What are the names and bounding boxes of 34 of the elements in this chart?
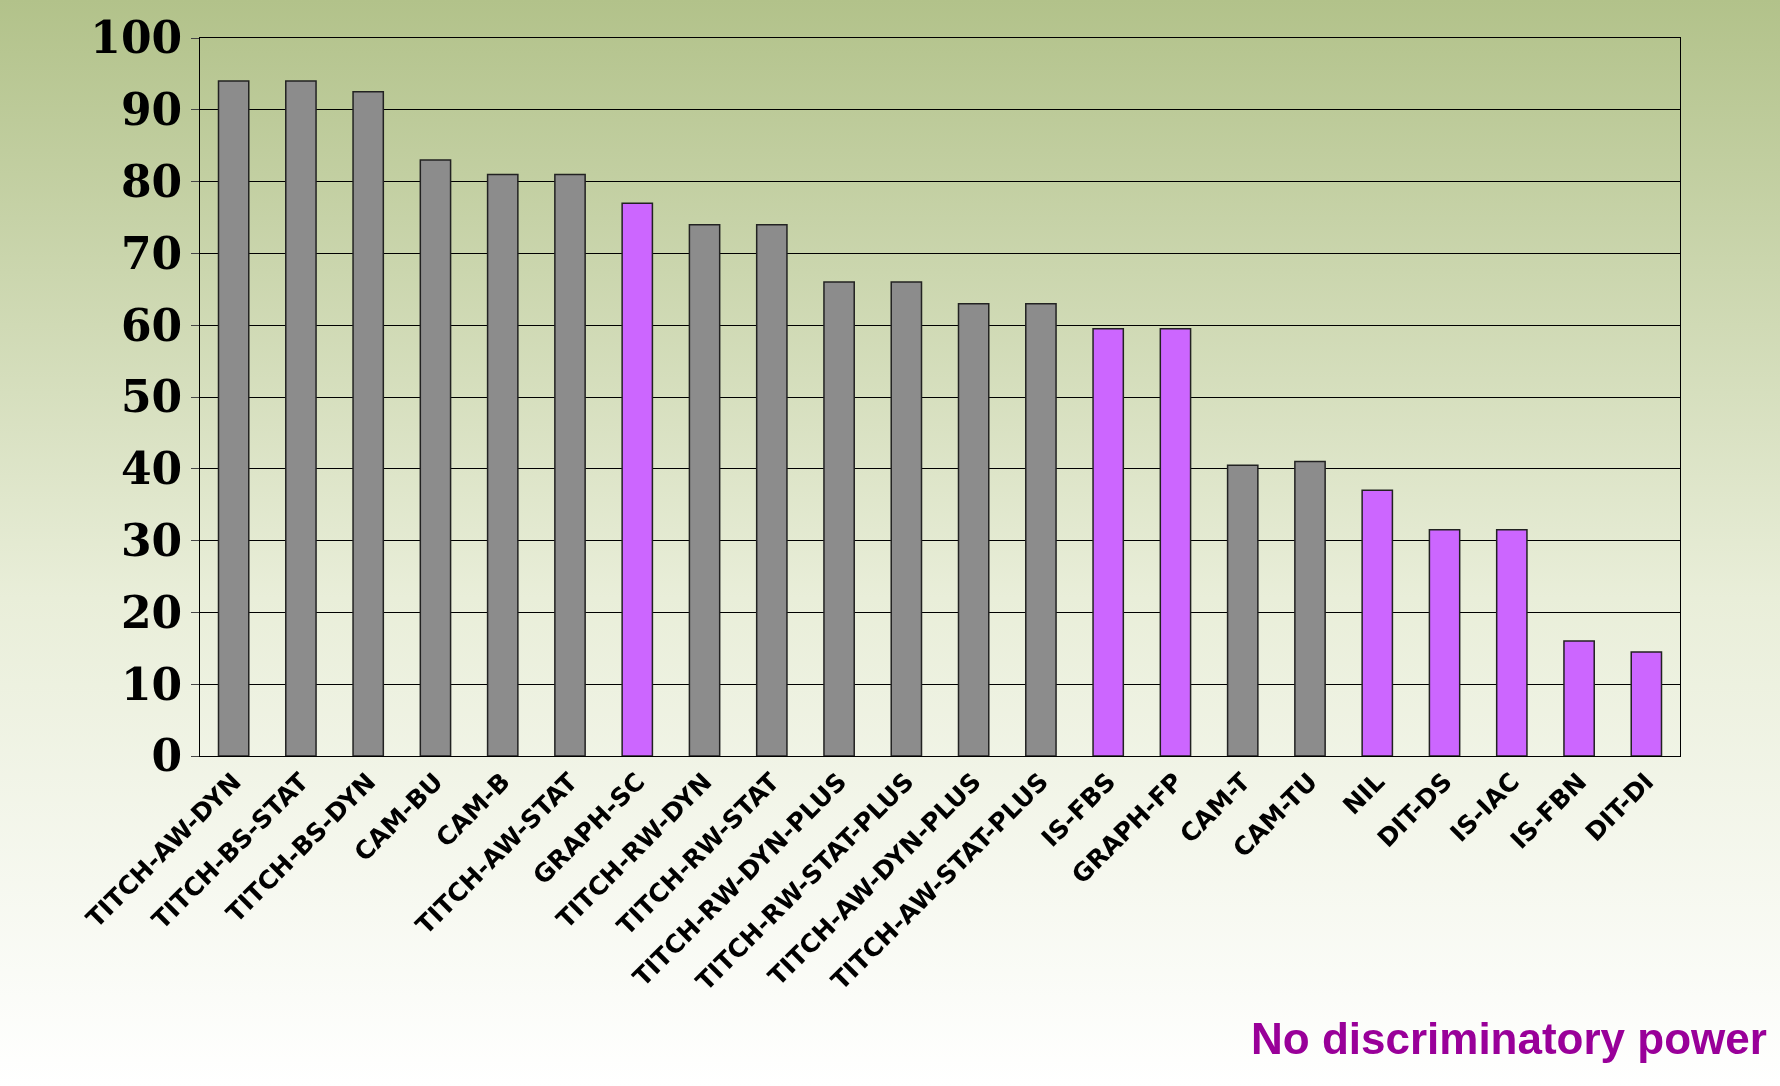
y-tick-label: 0 <box>151 730 183 782</box>
y-tick-label: 30 <box>120 515 183 566</box>
bar <box>957 302 990 756</box>
bar <box>1630 651 1663 756</box>
y-tick-label: 90 <box>120 84 183 136</box>
bar <box>1428 529 1461 756</box>
bar <box>688 223 721 756</box>
y-tick-label: 50 <box>120 371 183 423</box>
bar <box>285 80 317 756</box>
y-tick-label: 70 <box>120 227 183 279</box>
bar <box>1495 529 1528 756</box>
bar <box>1159 328 1192 756</box>
bar <box>1092 328 1125 756</box>
y-tick-label: 10 <box>120 658 183 710</box>
y-tick-label: 20 <box>120 586 183 638</box>
bar <box>419 159 452 756</box>
y-tick-label: 60 <box>120 299 183 351</box>
y-tick-label: 80 <box>120 156 183 207</box>
bar <box>823 281 855 756</box>
bar <box>1226 464 1259 756</box>
y-tick-label: 100 <box>90 12 183 64</box>
bar <box>1294 460 1326 756</box>
bar <box>621 202 654 756</box>
text: No discriminatory power <box>1251 1014 1767 1063</box>
bar <box>1361 489 1394 756</box>
bar <box>890 281 923 756</box>
bar <box>352 91 385 756</box>
bar <box>755 223 788 756</box>
y-tick-label: 40 <box>120 443 183 495</box>
bar <box>554 173 586 756</box>
bar <box>486 173 519 756</box>
bar <box>1563 640 1595 756</box>
bar <box>1025 302 1057 756</box>
bar <box>217 80 250 756</box>
